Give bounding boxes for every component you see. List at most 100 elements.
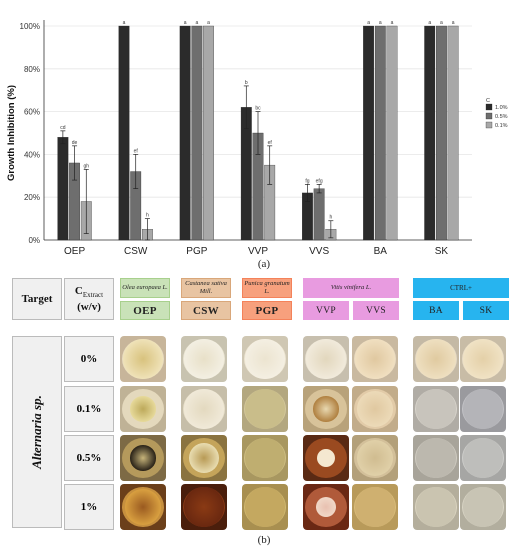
fungal-colony: [315, 496, 337, 518]
x-tick-label: CSW: [124, 246, 148, 257]
petri-dish-photo: [181, 484, 227, 530]
petri-dish-photo: [181, 386, 227, 432]
petri-dish-photo: [120, 484, 166, 530]
significance-letter: a: [428, 20, 431, 26]
concentration-symbol: CExtract: [75, 285, 103, 301]
fungal-colony: [245, 438, 285, 478]
fungal-colony: [416, 487, 456, 527]
legend-swatch: [485, 103, 493, 111]
x-tick-label: OEP: [64, 246, 85, 257]
fungal-colony: [124, 488, 162, 526]
growth-inhibition-chart: 0% 20% 40% 60% 80% 100% Growth Inhibition (%) O…: [6, 20, 508, 257]
fungal-colony: [245, 339, 285, 379]
significance-letter: a: [123, 20, 126, 26]
significance-letter: a: [367, 20, 370, 26]
concentration-subscript: Extract: [82, 291, 104, 300]
bar: [424, 25, 436, 241]
significance-letter: a: [195, 20, 198, 26]
legend-swatch: [485, 121, 493, 129]
petri-dish-photo: [303, 435, 349, 481]
significance-letter: a: [184, 20, 187, 26]
fungal-colony: [416, 339, 456, 379]
extract-code-label: BA: [413, 301, 459, 320]
plant-source-label: Punica granatum L.: [242, 278, 292, 298]
x-tick-label: VVP: [248, 246, 268, 257]
x-tick-label: VVS: [309, 246, 329, 257]
petri-dish-photo: [352, 435, 398, 481]
fungal-colony: [189, 443, 219, 473]
legend-entry: 1.0%: [495, 105, 508, 111]
y-tick-label: 0%: [28, 236, 40, 245]
petri-dish-photo: [303, 336, 349, 382]
concentration-row-label: 0.5%: [64, 435, 114, 481]
significance-letter: cd: [60, 125, 66, 131]
significance-letter: a: [207, 20, 210, 26]
petri-dish-photo: [460, 386, 506, 432]
significance-letter: de: [72, 140, 78, 146]
petri-dish-photo: [460, 336, 506, 382]
extract-code-label: CSW: [181, 301, 231, 320]
fungal-colony: [463, 438, 503, 478]
fungal-colony: [416, 438, 456, 478]
legend-swatch: [485, 112, 493, 120]
panel-a-caption: (a): [257, 258, 271, 270]
target-header: Target: [12, 278, 62, 320]
fungal-colony: [416, 389, 456, 429]
legend-entry: 0.1%: [495, 123, 508, 129]
extract-code-label: SK: [463, 301, 509, 320]
y-tick-label: 60%: [24, 108, 40, 117]
concentration-row-label: 0.1%: [64, 386, 114, 432]
fungal-colony: [355, 339, 395, 379]
petri-dish-photo: [242, 336, 288, 382]
bar: [374, 25, 386, 241]
petri-dish-photo: [181, 336, 227, 382]
petri-dish-photo: [413, 336, 459, 382]
fungal-colony: [463, 487, 503, 527]
petri-dish-photo: [242, 435, 288, 481]
bar: [203, 25, 214, 241]
petri-dish-photo: [460, 484, 506, 530]
legend-title: C: [486, 98, 490, 104]
fungal-colony: [463, 389, 503, 429]
significance-letter: b: [245, 80, 248, 86]
concentration-unit: (w/v): [77, 301, 101, 314]
y-axis-label: Growth Inhibition (%): [6, 85, 17, 181]
extract-code-label: VVS: [353, 301, 399, 320]
petri-dish-photo: [242, 386, 288, 432]
petri-dish-photo: [181, 435, 227, 481]
significance-letter: a: [379, 20, 382, 26]
petri-dish-photo: [413, 484, 459, 530]
significance-letter: a: [440, 20, 443, 26]
fungal-colony: [355, 487, 395, 527]
organism-name: Alternaria sp.: [29, 395, 44, 469]
x-tick-label: BA: [374, 246, 388, 257]
fungal-colony: [130, 445, 156, 471]
petri-dish-photo: [352, 484, 398, 530]
petri-dish-photo: [120, 435, 166, 481]
y-tick-label: 20%: [24, 193, 40, 202]
concentration-row-label: 1%: [64, 484, 114, 530]
fungal-colony: [184, 487, 224, 527]
petri-dish-photo: [460, 435, 506, 481]
fungal-colony: [123, 339, 163, 379]
significance-letter: efg: [316, 178, 323, 184]
extract-code-label: PGP: [242, 301, 292, 320]
fungal-colony: [356, 390, 394, 428]
legend-entry: 0.5%: [495, 114, 508, 120]
significance-letter: fg: [305, 178, 309, 184]
petri-dish-photo: [120, 386, 166, 432]
significance-letter: a: [391, 20, 394, 26]
fungal-colony: [130, 396, 156, 422]
petri-dish-photo: [242, 484, 288, 530]
fungal-colony: [245, 389, 285, 429]
fungal-colony: [306, 339, 346, 379]
plant-source-label: CTRL+: [413, 278, 509, 298]
petri-dish-photo: [303, 386, 349, 432]
y-tick-label: 80%: [24, 65, 40, 74]
plant-source-label: Vitis vinifera L.: [303, 278, 399, 298]
significance-letter: bc: [255, 106, 261, 112]
petri-dish-photo: [413, 386, 459, 432]
extract-code-label: VVP: [303, 301, 349, 320]
fungal-colony: [356, 439, 394, 477]
